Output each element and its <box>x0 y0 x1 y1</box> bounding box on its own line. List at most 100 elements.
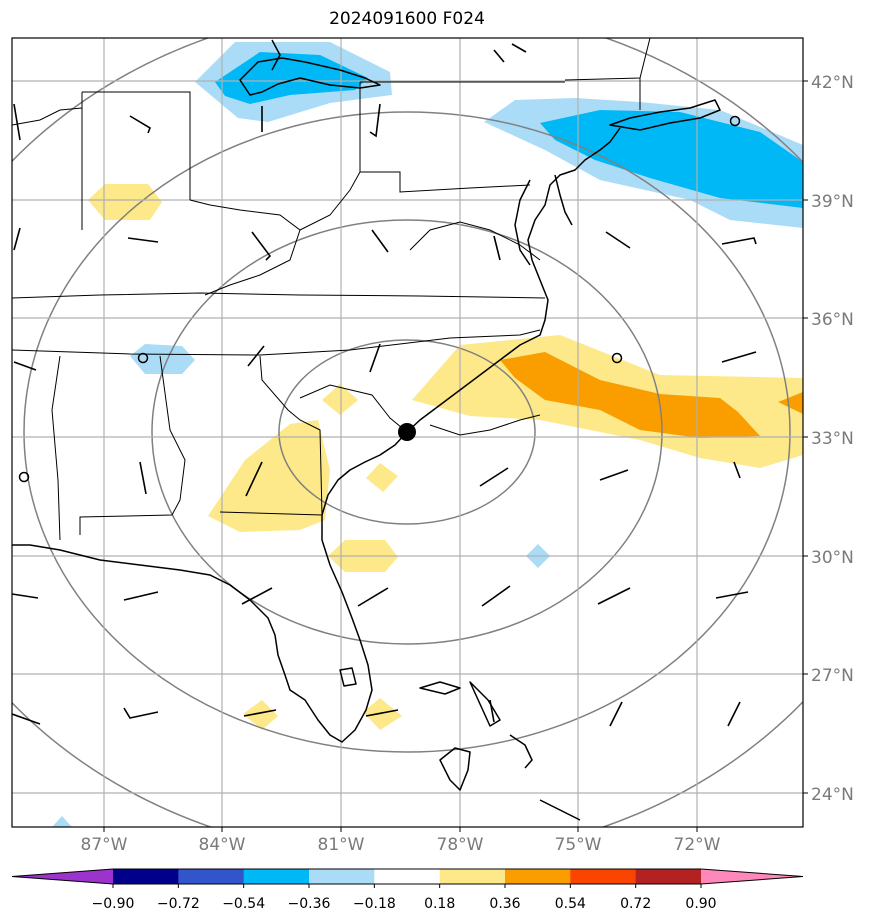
colorbar-label: −0.54 <box>222 896 265 912</box>
wind-barb <box>365 709 399 717</box>
coastline <box>12 127 621 743</box>
positive-fill-region <box>243 700 278 730</box>
state-border <box>299 384 408 433</box>
state-border <box>219 511 323 516</box>
lon-label: 75°W <box>555 835 602 855</box>
state-border <box>204 229 301 296</box>
colorbar-segment <box>243 869 310 884</box>
positive-fill-region <box>363 698 402 730</box>
state-border <box>12 329 541 356</box>
colorbar-extend-min <box>12 869 113 884</box>
wind-barb <box>13 227 21 251</box>
island-coast <box>539 799 581 821</box>
state-border <box>429 414 541 436</box>
lat-label: 27°N <box>811 666 854 686</box>
wind-barb <box>123 591 159 601</box>
strong-positive-fill-region <box>500 352 760 438</box>
lat-label: 42°N <box>811 73 854 93</box>
lake-shore <box>609 99 721 131</box>
wind-barb <box>727 701 741 727</box>
state-border <box>359 82 531 193</box>
colorbar-segment <box>439 869 506 884</box>
lon-label: 78°W <box>437 835 484 855</box>
wind-barb <box>247 345 265 367</box>
wind-barb <box>721 237 757 245</box>
range-ring <box>23 111 791 753</box>
colorbar-extend-max <box>701 869 803 884</box>
wind-barb <box>371 229 389 253</box>
colorbar-label: 0.90 <box>685 896 716 912</box>
colorbar-label: 0.72 <box>620 896 651 912</box>
state-border <box>12 107 83 126</box>
colorbar-label: 0.18 <box>424 896 455 912</box>
calm-wind-circle <box>729 115 741 127</box>
positive-fill-region <box>322 384 358 415</box>
colorbar-segment <box>374 869 441 884</box>
state-border <box>259 355 323 516</box>
colorbar-segment <box>178 869 245 884</box>
colorbar-segment <box>113 869 179 884</box>
wind-barb <box>245 461 263 497</box>
wind-barb <box>241 587 273 605</box>
positive-fill-region <box>88 184 162 220</box>
colorbar-segment <box>635 869 702 884</box>
wind-barb <box>597 587 631 605</box>
wind-barb <box>733 461 741 479</box>
wind-barb <box>493 49 505 63</box>
colorbar-label: −0.18 <box>353 896 396 912</box>
wind-barbs <box>12 43 757 727</box>
island-coast <box>419 681 461 695</box>
storm-center-dot <box>398 423 416 441</box>
colorbar-segments <box>11 868 804 885</box>
wind-barb <box>357 587 389 607</box>
lake-shore <box>239 57 381 96</box>
wind-barb <box>369 343 381 373</box>
strong-negative-fill-region <box>215 52 368 104</box>
wind-barb <box>489 699 495 723</box>
lake-shore <box>271 39 281 71</box>
colorbar-label: 0.54 <box>555 896 586 912</box>
colorbar-segment <box>570 869 637 884</box>
lat-label: 33°N <box>811 429 854 449</box>
lon-label: 84°W <box>199 835 246 855</box>
state-borders <box>12 38 651 541</box>
longitude-labels: 87°W 84°W 81°W 78°W 75°W 72°W <box>81 835 721 855</box>
island-coast <box>509 734 533 769</box>
wind-barb <box>129 115 151 134</box>
colorbar-segment <box>505 869 571 884</box>
calm-wind-markers <box>18 115 741 483</box>
state-border <box>12 292 546 299</box>
colorbar: −0.90 −0.72 −0.54 −0.36 −0.18 0.18 0.36 0.54 0.7… <box>11 868 804 912</box>
island-coast <box>469 681 501 727</box>
state-border <box>189 171 361 231</box>
wind-barb <box>479 467 509 487</box>
wind-barb <box>599 469 629 481</box>
lat-label: 36°N <box>811 310 854 330</box>
wind-barb <box>481 585 511 607</box>
coastlines <box>12 39 721 821</box>
contour-fills <box>52 42 803 827</box>
wind-barb <box>243 709 277 717</box>
range-ring <box>151 219 663 645</box>
wind-barb <box>12 593 39 599</box>
map-frame <box>11 37 804 828</box>
positive-fill-region <box>208 420 330 532</box>
calm-wind-circle <box>137 352 149 364</box>
lon-label: 81°W <box>318 835 365 855</box>
colorbar-label: 0.36 <box>489 896 520 912</box>
wind-barb <box>251 231 272 261</box>
range-ring <box>278 339 536 525</box>
wind-barb <box>139 461 147 495</box>
wind-barb <box>609 701 623 727</box>
state-border <box>79 355 186 535</box>
wind-barb <box>13 103 21 141</box>
lon-label: 87°W <box>81 835 128 855</box>
lat-label: 24°N <box>811 785 854 805</box>
strong-positive-fill-region <box>778 392 803 414</box>
strong-negative-fill-region <box>540 110 803 208</box>
calm-wind-circle <box>611 352 623 364</box>
state-border <box>409 221 541 261</box>
